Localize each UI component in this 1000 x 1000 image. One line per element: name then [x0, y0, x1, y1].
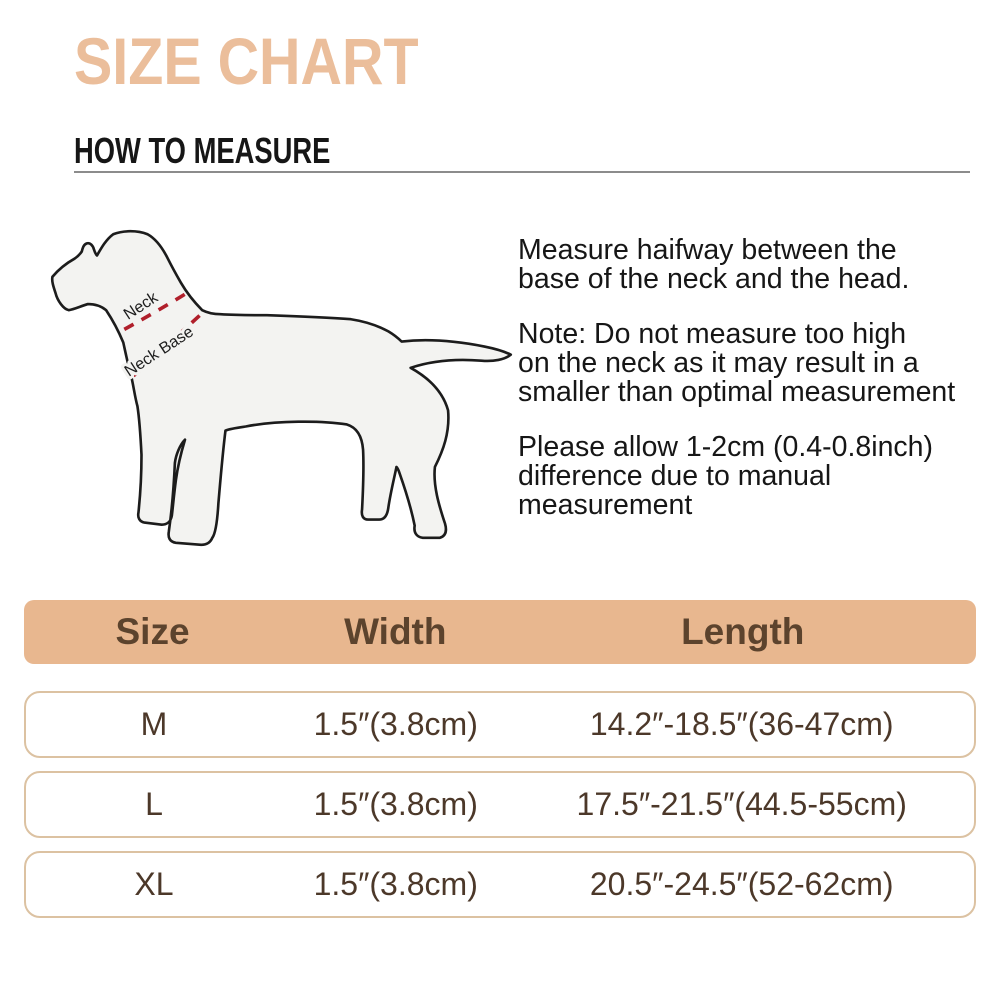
instruction-line: base of the neck and the head. — [518, 263, 910, 295]
size-table-header: Size Width Length — [24, 600, 976, 664]
size-cell: M — [140, 706, 168, 742]
instruction-paragraph: Note: Do not measure too high on the nec… — [518, 320, 955, 407]
length-cell: 14.2″-18.5″(36-47cm) — [589, 706, 894, 742]
table-row-l: L 1.5″(3.8cm) 17.5″-21.5″(44.5-55cm) — [24, 771, 976, 838]
dog-silhouette-icon — [50, 229, 513, 547]
width-cell: 1.5″(3.8cm) — [313, 706, 478, 742]
page-title: SIZE CHART — [74, 24, 419, 98]
neck-measure-line — [123, 291, 188, 331]
size-cell: XL — [134, 866, 174, 902]
table-row-xl: XL 1.5″(3.8cm) 20.5″-24.5″(52-62cm) — [24, 851, 976, 918]
column-header-width: Width — [344, 611, 447, 652]
column-header-length: Length — [681, 611, 805, 652]
instruction-line: on the neck as it may result in a — [518, 347, 919, 379]
instruction-paragraph: Please allow 1-2cm (0.4-0.8inch) differe… — [518, 433, 955, 520]
length-cell: 20.5″-24.5″(52-62cm) — [589, 866, 894, 902]
instruction-line: measurement — [518, 489, 693, 521]
length-cell: 17.5″-21.5″(44.5-55cm) — [576, 786, 907, 822]
measure-instructions: Measure haifway between the base of the … — [518, 236, 955, 546]
dog-measure-diagram: Neck Neck Base — [28, 212, 514, 556]
instruction-line: Note: Do not measure too high — [518, 318, 907, 350]
size-cell: L — [145, 786, 163, 822]
section-heading: HOW TO MEASURE — [74, 130, 331, 171]
instruction-line: Measure haifway between the — [518, 234, 897, 266]
instruction-line: difference due to manual — [518, 460, 832, 492]
divider — [74, 171, 970, 173]
table-row-m: M 1.5″(3.8cm) 14.2″-18.5″(36-47cm) — [24, 691, 976, 758]
neck-base-measure-line — [132, 311, 204, 378]
width-cell: 1.5″(3.8cm) — [313, 866, 478, 902]
instruction-line: Please allow 1-2cm (0.4-0.8inch) — [518, 431, 934, 463]
instruction-paragraph: Measure haifway between the base of the … — [518, 236, 955, 294]
column-header-size: Size — [115, 611, 190, 652]
instruction-line: smaller than optimal measurement — [518, 376, 956, 408]
width-cell: 1.5″(3.8cm) — [313, 786, 478, 822]
